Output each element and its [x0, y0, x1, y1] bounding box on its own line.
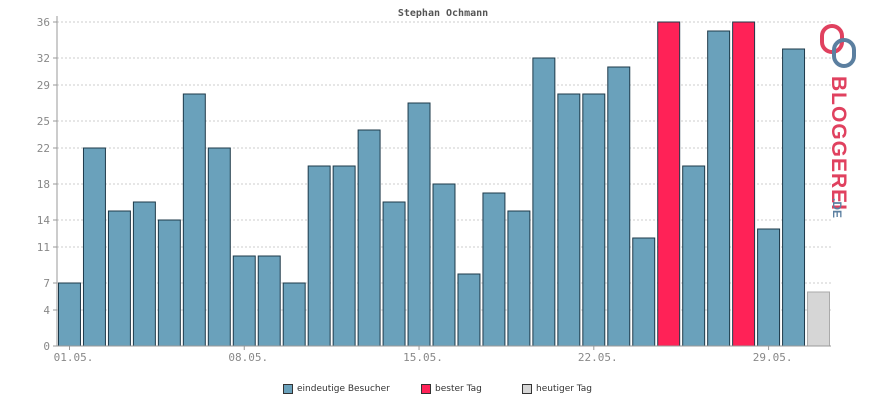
bar-02.05. [82, 147, 106, 347]
bar-26.05. [682, 165, 706, 347]
x-tick-label: 29.05. [753, 351, 793, 364]
legend-swatch-best-day [421, 384, 431, 394]
chart-title: Stephan Ochmann [398, 8, 488, 19]
y-tick-label: 22 [37, 142, 50, 155]
bar-09.05. [257, 255, 281, 347]
y-tick-label: 0 [43, 340, 50, 353]
bar-22.05. [582, 93, 606, 347]
bars [58, 21, 831, 347]
y-tick-label: 18 [37, 178, 50, 191]
legend-label-today: heutiger Tag [536, 384, 593, 394]
bar-24.05. [632, 237, 656, 347]
bar-15.05. [407, 102, 431, 347]
bar-21.05. [557, 93, 581, 347]
y-tick-label: 7 [43, 277, 50, 290]
bar-27.05. [707, 30, 731, 347]
legend-swatch-today [522, 384, 532, 394]
bar-05.05. [157, 219, 181, 347]
bar-13.05. [357, 129, 381, 347]
y-tick-label: 25 [37, 115, 50, 128]
bar-28.05. [732, 21, 756, 347]
bar-11.05. [307, 165, 331, 347]
bar-10.05. [282, 282, 306, 347]
bar-23.05. [607, 66, 631, 347]
legend-item-today: heutiger Tag [522, 384, 592, 394]
bar-14.05. [382, 201, 406, 347]
brand-text: BLOGGEREI [827, 76, 850, 211]
x-tick-label: 01.05. [54, 351, 94, 364]
y-tick-label: 32 [37, 52, 50, 65]
brand-suffix: .DE [830, 198, 844, 218]
bar-29.05. [757, 228, 781, 347]
bar-16.05. [432, 183, 456, 347]
bar-06.05. [182, 93, 206, 347]
bar-19.05. [507, 210, 531, 347]
bar-25.05. [657, 21, 681, 347]
legend-swatch-visitors [283, 384, 293, 394]
bar-31.05. [807, 291, 831, 347]
legend-item-visitors: eindeutige Besucher [283, 384, 390, 394]
bar-01.05. [58, 282, 81, 347]
bar-12.05. [332, 165, 356, 347]
chart-legend: eindeutige Besucher bester Tag heutiger … [0, 384, 870, 400]
axes: 0 4 7 11 14 18 22 25 29 32 36 01.05. 08.05. 15.05. 22.… [37, 16, 831, 364]
bar-03.05. [107, 210, 131, 347]
y-tick-label: 29 [37, 79, 50, 92]
bar-04.05. [132, 201, 156, 347]
y-tick-label: 36 [37, 16, 50, 29]
bar-20.05. [532, 57, 556, 347]
legend-item-best-day: bester Tag [421, 384, 482, 394]
bar-18.05. [482, 192, 506, 347]
x-tick-label: 08.05. [228, 351, 268, 364]
brand-logo: BLOGGEREI .DE [820, 24, 856, 218]
y-tick-label: 14 [37, 214, 51, 227]
legend-label-best-day: bester Tag [435, 384, 482, 394]
x-tick-label: 22.05. [578, 351, 618, 364]
y-tick-label: 4 [43, 304, 50, 317]
bar-07.05. [207, 147, 231, 347]
bar-08.05. [232, 255, 256, 347]
legend-label-visitors: eindeutige Besucher [297, 384, 390, 394]
bloggerei-logo-icon [820, 24, 856, 68]
x-tick-label: 15.05. [403, 351, 443, 364]
y-tick-label: 11 [37, 241, 50, 254]
bar-30.05. [782, 48, 806, 347]
bar-17.05. [457, 273, 481, 347]
